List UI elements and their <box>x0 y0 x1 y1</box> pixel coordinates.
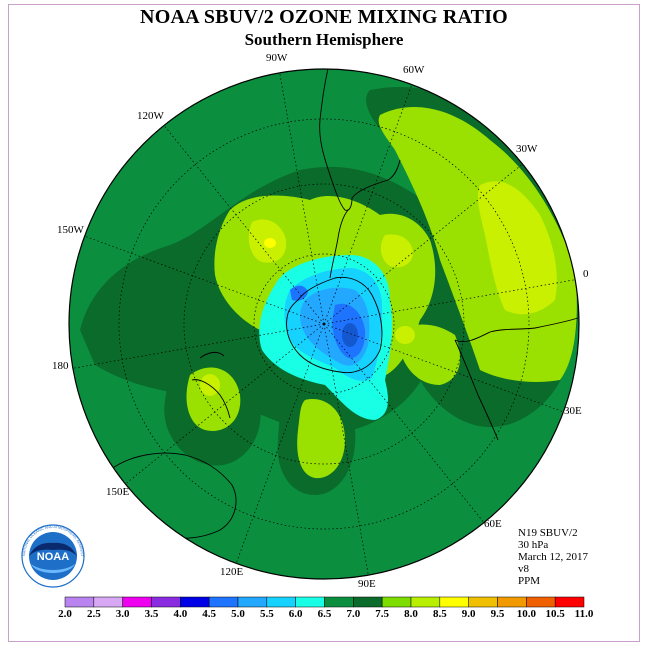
map-boundary <box>68 68 580 580</box>
colorbar-tick-label: 7.0 <box>346 608 361 620</box>
colorbar-tick-label: 8.0 <box>404 608 418 620</box>
colorbar-swatch <box>295 596 325 608</box>
colorbar-tick-label: 9.5 <box>490 608 505 620</box>
lon-label-90w: 90W <box>266 52 288 64</box>
colorbar-swatch <box>497 596 527 608</box>
colorbar-swatch <box>324 596 354 608</box>
fill-level-7-5-pacific <box>186 367 241 431</box>
colorbar-tick-label: 6.5 <box>317 608 332 620</box>
colorbar-swatch <box>93 596 123 608</box>
lon-label-150w: 150W <box>57 224 84 236</box>
colorbar-swatch <box>266 596 296 608</box>
fill-level-8-0-indian <box>395 326 415 344</box>
fill-level-7-5-indian <box>400 324 460 385</box>
lon-label-120w: 120W <box>137 110 164 122</box>
colorbar-tick-label: 2.5 <box>86 608 101 620</box>
colorbar-swatch <box>381 596 412 608</box>
colorbar-swatch <box>237 596 268 608</box>
info-date: March 12, 2017 <box>518 551 588 563</box>
info-block: N19 SBUV/2 30 hPa March 12, 2017 v8 PPM <box>518 527 588 587</box>
colorbar-swatch <box>468 596 498 608</box>
fill-level-4-0 <box>342 323 358 347</box>
colorbar-tick-label: 11.0 <box>574 608 594 620</box>
colorbar-swatch <box>439 596 469 608</box>
lon-label-30w: 30W <box>516 143 538 155</box>
colorbar-swatch <box>180 596 210 608</box>
fill-level-8-0-north <box>380 234 413 268</box>
lon-label-90e: 90E <box>358 578 376 590</box>
info-version: v8 <box>518 563 529 575</box>
colorbar-tick-label: 3.5 <box>144 608 159 620</box>
lon-label-30e: 30E <box>564 405 582 417</box>
lon-label-0: 0 <box>583 268 589 280</box>
colorbar-tick-label: 8.5 <box>432 608 447 620</box>
fill-level-4-5-west <box>290 285 308 301</box>
graticule <box>69 69 579 579</box>
lon-label-120e: 120E <box>220 566 244 578</box>
lon-label-150e: 150E <box>106 486 130 498</box>
colorbar-tick-label: 9.0 <box>461 608 476 620</box>
info-units: PPM <box>518 575 541 587</box>
lon-label-60w: 60W <box>403 64 425 76</box>
colorbar-tick-label: 7.5 <box>375 608 390 620</box>
fill-level-7-5-south <box>297 399 345 479</box>
colorbar-swatch <box>122 596 152 608</box>
colorbar-swatch <box>151 596 181 608</box>
continent-outlines <box>107 69 579 539</box>
lon-label-60e: 60E <box>484 518 502 530</box>
info-pressure: 30 hPa <box>518 539 549 551</box>
colorbar-swatch <box>410 596 441 608</box>
colorbar-tick-label: 5.0 <box>231 608 245 620</box>
colorbar-swatch <box>526 596 556 608</box>
colorbar-tick-label: 3.0 <box>115 608 130 620</box>
colorbar-tick-label: 10.0 <box>516 608 536 620</box>
colorbar-swatch <box>353 596 383 608</box>
page-title: NOAA SBUV/2 OZONE MIXING RATIO <box>140 6 508 28</box>
colorbar-tick-label: 4.5 <box>202 608 217 620</box>
colorbar-tick-label: 6.0 <box>288 608 303 620</box>
page-subtitle: Southern Hemisphere <box>244 30 404 49</box>
lon-label-180: 180 <box>52 360 69 372</box>
colorbar-swatch <box>64 596 95 608</box>
colorbar-swatch <box>554 596 585 608</box>
colorbar-tick-label: 10.5 <box>545 608 565 620</box>
noaa-logo-text: NOAA <box>37 551 69 563</box>
colorbar-swatch <box>208 596 239 608</box>
info-instrument: N19 SBUV/2 <box>518 527 578 539</box>
noaa-logo: NOAA NATIONAL OCEANIC AND ATMOSPHERIC AD… <box>16 524 85 588</box>
fill-level-8-5 <box>264 238 276 248</box>
colorbar-tick-label: 2.0 <box>58 608 72 620</box>
colorbar-tick-label: 4.0 <box>173 608 188 620</box>
colorbar-tick-label: 5.5 <box>259 608 274 620</box>
